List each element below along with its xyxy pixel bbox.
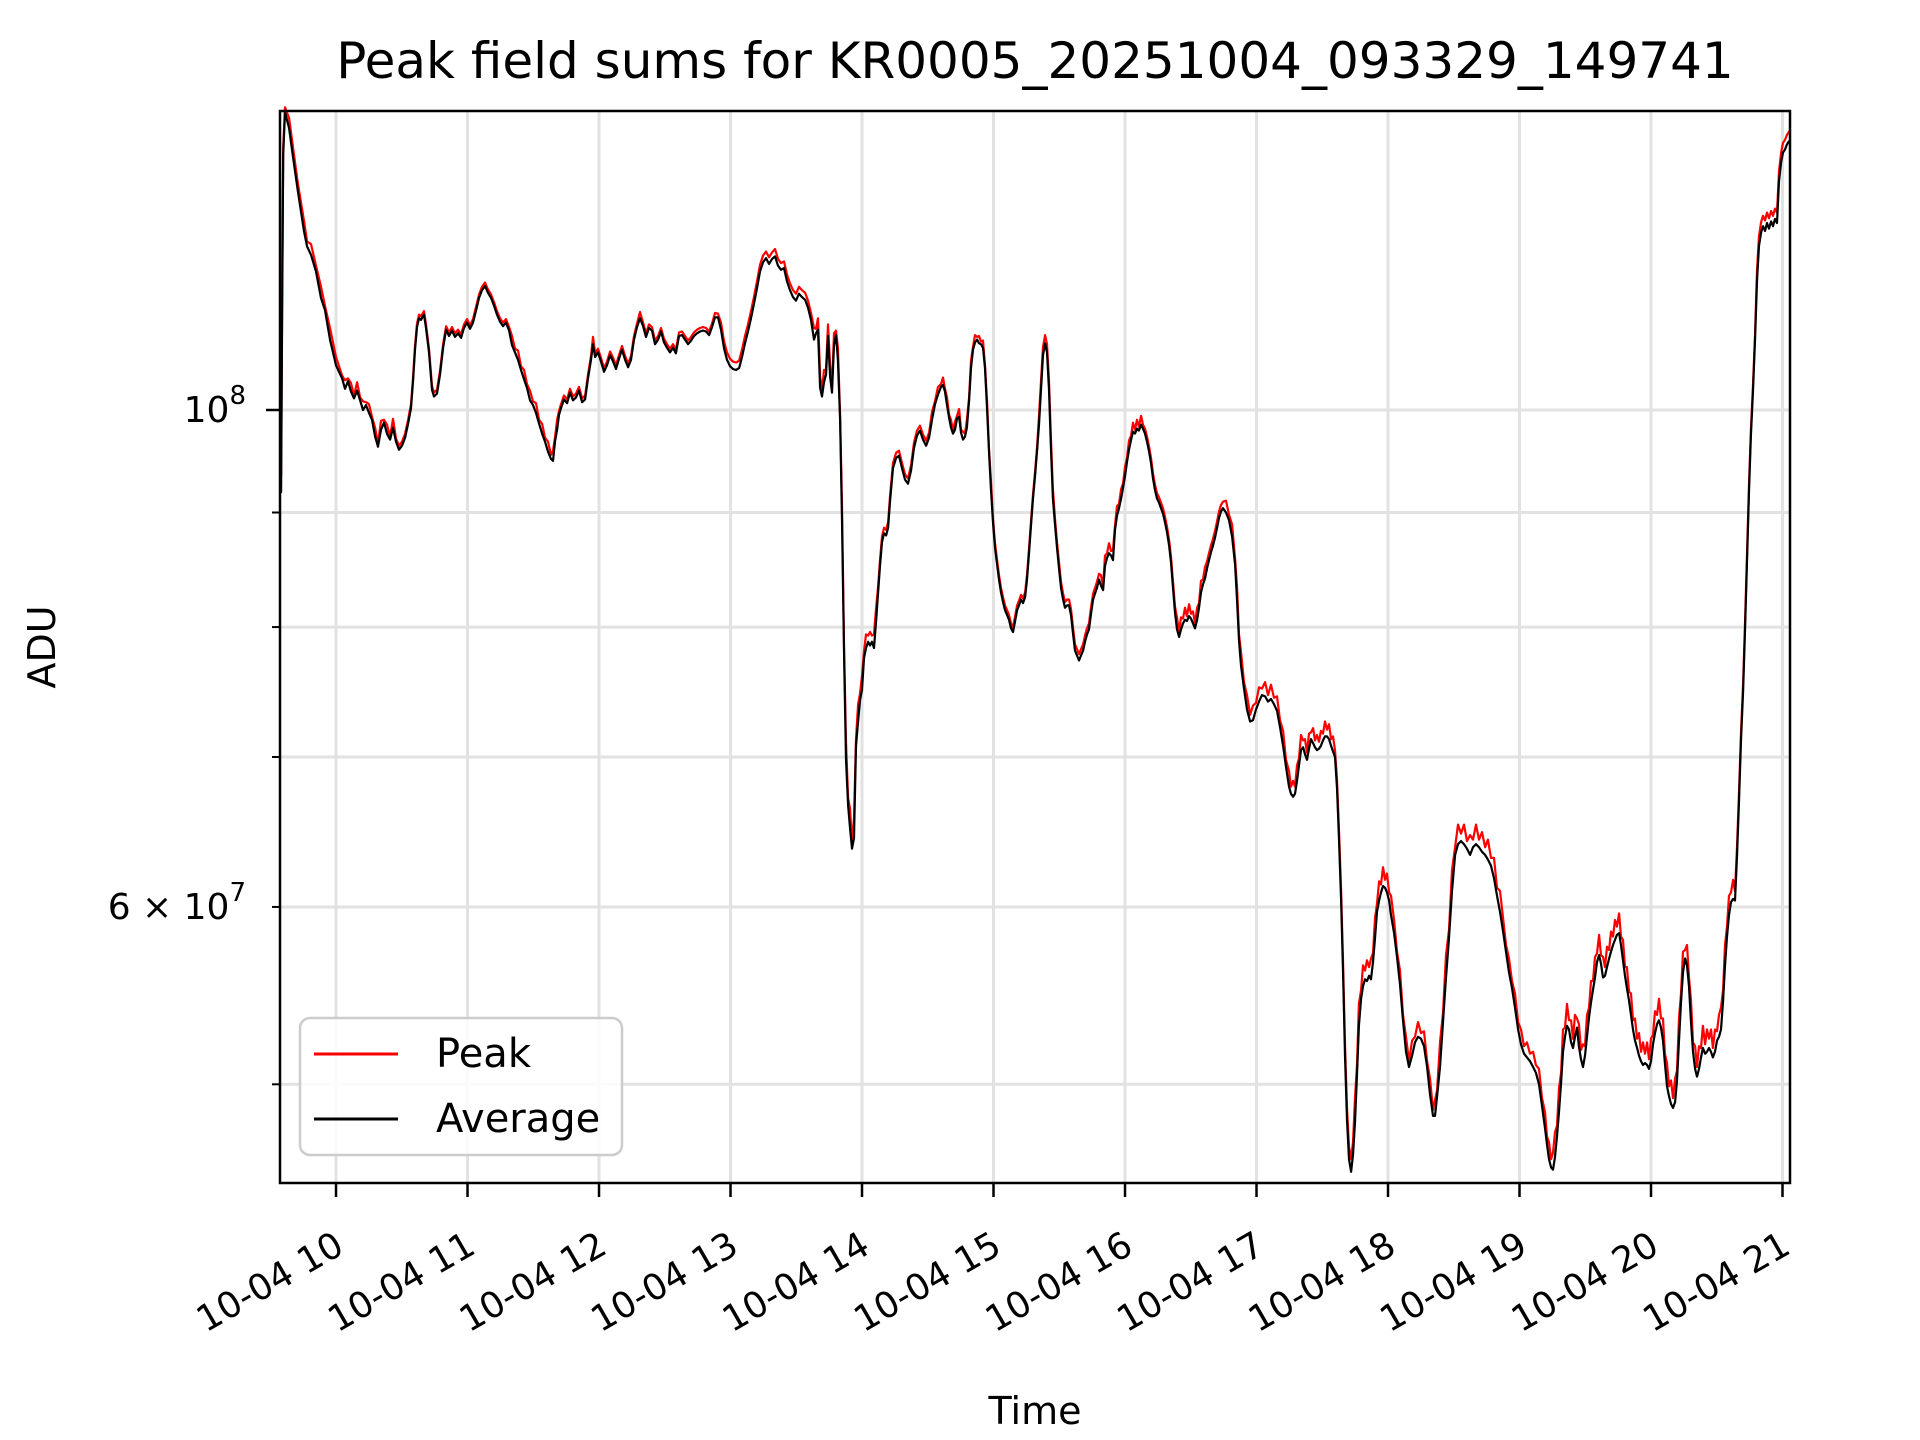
data-series	[280, 106, 1790, 1173]
legend-box	[298, 1016, 624, 1157]
legend-peak-label: Peak	[436, 1031, 532, 1077]
legend: Peak Average	[298, 1016, 624, 1157]
plot-area-background	[280, 111, 1790, 1183]
x-axis-label: Time	[988, 1389, 1082, 1433]
y-tick-label: 6 × 107	[108, 878, 246, 928]
legend-average-label: Average	[436, 1096, 600, 1142]
y-tick-label: 108	[184, 381, 246, 431]
average-series-line	[280, 111, 1790, 1173]
plot-frame	[278, 109, 1792, 1185]
chart-title: Peak field sums for KR0005_20251004_0933…	[336, 32, 1733, 90]
y-axis-label: ADU	[20, 605, 64, 688]
gridlines	[280, 111, 1790, 1183]
tick-marks	[266, 408, 1784, 1197]
